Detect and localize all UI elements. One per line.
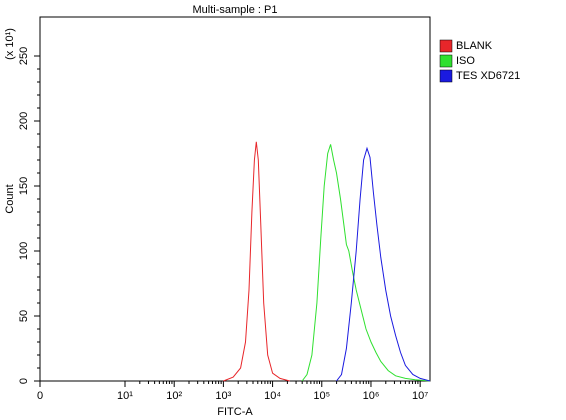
y-axis-label: Count [4,184,16,213]
x-tick-label: 10³ [215,390,231,402]
y-tick-label: 150 [18,177,30,195]
x-tick-label: 10² [166,390,182,402]
series-line [336,146,431,382]
legend-label: ISO [456,55,475,67]
legend-label: BLANK [456,40,493,52]
y-tick-label: 50 [18,310,30,322]
x-tick-label: 10⁴ [264,390,281,402]
x-tick-label: 10⁷ [412,390,428,402]
plot-frame [39,16,431,382]
series-line [301,144,431,382]
x-tick-label: 0 [37,390,43,402]
chart-title: Multi-sample : P1 [193,4,278,16]
legend-swatch [439,54,453,68]
y-tick-label: 0 [18,378,30,384]
legend-label: TES XD6721 [456,70,520,82]
y-tick-label: 200 [18,112,30,130]
x-tick-label: 10¹ [117,390,133,402]
legend-swatch [439,39,453,53]
x-tick-label: 10⁶ [363,390,380,402]
series-line [223,141,290,382]
x-axis-label: FITC-A [217,406,253,418]
legend-swatch [439,69,453,83]
y-tick-label: 250 [18,47,30,65]
y-tick-label: 100 [18,242,30,260]
y-multiplier: (x 10¹) [4,28,16,60]
x-tick-label: 10⁵ [313,390,330,402]
